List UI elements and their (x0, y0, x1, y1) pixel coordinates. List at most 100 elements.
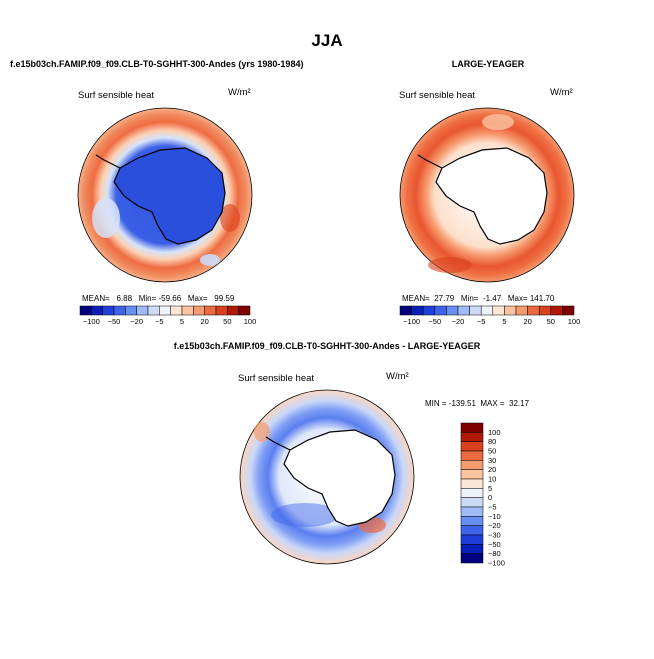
colorbar-swatch (460, 460, 484, 470)
colorbar-swatch (125, 305, 137, 316)
colorbar-swatch (227, 305, 239, 316)
colorbar-swatch (550, 305, 563, 316)
colorbar-swatch (460, 478, 484, 489)
colorbar-swatch (113, 305, 126, 316)
colorbar-tick-label: −20 (488, 521, 501, 530)
colorbar-swatch (136, 305, 149, 316)
panel-2-colorbar: −100 −50 −20 −5 5 20 50 100 (399, 305, 581, 326)
colorbar-tick-label: 10 (488, 475, 496, 484)
colorbar-tick-label: 100 (488, 428, 501, 437)
panel-1-patch-light (92, 198, 120, 238)
colorbar-swatch (422, 305, 436, 316)
colorbar-swatch (181, 305, 194, 316)
panel-2: LARGE-YEAGER Surf sensible heat W/m² MEA… (399, 59, 580, 326)
colorbar-swatch (193, 305, 205, 316)
colorbar-tick-label: 100 (568, 317, 581, 326)
colorbar-swatch (79, 305, 92, 316)
panel-1-patch-light (200, 254, 220, 266)
colorbar-tick-label: 5 (502, 317, 506, 326)
panel-1-peninsula (95, 154, 121, 169)
panel-2-subtitle: Surf sensible heat (399, 90, 475, 101)
colorbar-tick-label: 80 (488, 437, 496, 446)
colorbar-swatch (434, 305, 447, 316)
colorbar-tick-label: 50 (547, 317, 555, 326)
colorbar-swatch (460, 497, 484, 508)
colorbar-tick-label: −20 (452, 317, 465, 326)
colorbar-swatch (515, 305, 528, 316)
panel-2-antarctica (435, 147, 548, 245)
panel-1-stats: MEAN= 6.88 Min= -59.66 Max= 99.59 (82, 294, 235, 303)
colorbar-swatch (238, 305, 251, 316)
colorbar-swatch (460, 422, 484, 433)
panel-3-units: W/m² (386, 371, 409, 382)
colorbar-tick-label: 50 (488, 447, 496, 456)
colorbar-tick-label: 100 (244, 317, 257, 326)
colorbar-tick-label: −20 (130, 317, 143, 326)
panel-2-map (399, 107, 575, 283)
colorbar-swatch (411, 305, 424, 316)
colorbar-swatch (102, 305, 115, 316)
colorbar-swatch (457, 305, 470, 316)
colorbar-swatch (460, 525, 484, 536)
colorbar-tick-label: 20 (488, 465, 496, 474)
colorbar-swatch (91, 305, 103, 316)
colorbar-swatch (204, 305, 217, 316)
panel-2-patch-light (482, 114, 514, 130)
colorbar-swatch (469, 305, 482, 316)
panel-2-units: W/m² (550, 87, 573, 98)
panel-3-subtitle: Surf sensible heat (238, 373, 314, 384)
panel-3-stats: MIN = -139.51 MAX = 32.17 (425, 399, 530, 408)
colorbar-swatch (492, 305, 505, 316)
colorbar-tick-label: 20 (200, 317, 208, 326)
panel-2-stats: MEAN= 27.79 Min= -1.47 Max= 141.70 (402, 294, 555, 303)
colorbar-swatch (460, 553, 484, 564)
colorbar-swatch (460, 488, 484, 498)
colorbar-tick-label: 5 (180, 317, 184, 326)
colorbar-tick-label: −50 (488, 540, 501, 549)
colorbar-swatch (460, 441, 484, 452)
panel-1-patch-dark (220, 204, 240, 232)
panel-3: f.e15b03ch.FAMIP.f09_f09.CLB-T0-SGHHT-30… (174, 341, 530, 568)
colorbar-tick-label: −100 (403, 317, 420, 326)
panel-1-subtitle: Surf sensible heat (78, 90, 154, 101)
panel-3-peninsula (265, 436, 291, 451)
colorbar-tick-label: −80 (488, 549, 501, 558)
colorbar-swatch (460, 516, 484, 526)
panel-2-peninsula (417, 154, 443, 169)
colorbar-tick-label: 30 (488, 456, 496, 465)
colorbar-swatch (460, 469, 484, 480)
colorbar-swatch (460, 432, 484, 442)
colorbar-tick-label: −30 (488, 531, 501, 540)
panel-3-map (239, 389, 415, 565)
panel-1-antarctica (113, 147, 226, 245)
colorbar-tick-label: 20 (523, 317, 531, 326)
page-title: JJA (311, 31, 342, 50)
panel-1-units: W/m² (228, 87, 251, 98)
panel-1-title: f.e15b03ch.FAMIP.f09_f09.CLB-T0-SGHHT-30… (10, 59, 303, 69)
colorbar-swatch (460, 506, 484, 517)
colorbar-tick-label: −5 (477, 317, 486, 326)
panel-3-antarctica (283, 429, 396, 527)
colorbar-tick-label: 0 (488, 493, 492, 502)
colorbar-swatch (147, 305, 160, 316)
colorbar-swatch (215, 305, 228, 316)
colorbar-tick-label: −5 (155, 317, 164, 326)
colorbar-swatch (480, 305, 494, 316)
colorbar-swatch (399, 305, 412, 316)
panel-3-patch-red (254, 422, 270, 442)
colorbar-tick-label: −100 (488, 559, 505, 568)
colorbar-swatch (538, 305, 552, 316)
colorbar-swatch (504, 305, 517, 316)
colorbar-swatch (460, 544, 484, 554)
colorbar-tick-label: −50 (108, 317, 121, 326)
colorbar-tick-label: −100 (83, 317, 100, 326)
colorbar-tick-label: −50 (428, 317, 441, 326)
colorbar-swatch (527, 305, 540, 316)
panel-1-colorbar: −100 −50 −20 −5 5 20 50 100 (79, 305, 257, 326)
colorbar-swatch (170, 305, 183, 316)
panel-2-title: LARGE-YEAGER (452, 59, 525, 69)
colorbar-tick-label: 5 (488, 484, 492, 493)
panel-3-title: f.e15b03ch.FAMIP.f09_f09.CLB-T0-SGHHT-30… (174, 341, 481, 351)
